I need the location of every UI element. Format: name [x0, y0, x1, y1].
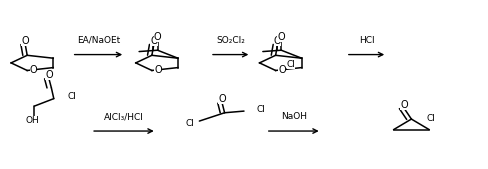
Text: O: O — [45, 70, 53, 80]
Text: EA/NaOEt: EA/NaOEt — [77, 36, 120, 45]
Text: O: O — [278, 32, 285, 42]
Text: OH: OH — [25, 116, 39, 125]
Text: O: O — [274, 36, 282, 46]
Text: O: O — [154, 32, 162, 42]
Text: O: O — [400, 100, 408, 110]
Text: NaOH: NaOH — [281, 112, 307, 121]
Text: Cl: Cl — [427, 114, 436, 123]
Text: SO₂Cl₂: SO₂Cl₂ — [216, 36, 245, 45]
Text: Cl: Cl — [256, 105, 265, 114]
Text: O: O — [30, 65, 37, 76]
Text: AlCl₃/HCl: AlCl₃/HCl — [104, 112, 144, 121]
Text: Cl: Cl — [286, 59, 295, 68]
Text: HCl: HCl — [359, 36, 374, 45]
Text: O: O — [154, 65, 162, 76]
Text: O: O — [278, 65, 285, 76]
Text: O: O — [21, 36, 29, 46]
Text: Cl: Cl — [67, 92, 76, 101]
Text: Cl: Cl — [185, 119, 194, 128]
Text: O: O — [218, 94, 226, 104]
Text: O: O — [150, 36, 158, 46]
